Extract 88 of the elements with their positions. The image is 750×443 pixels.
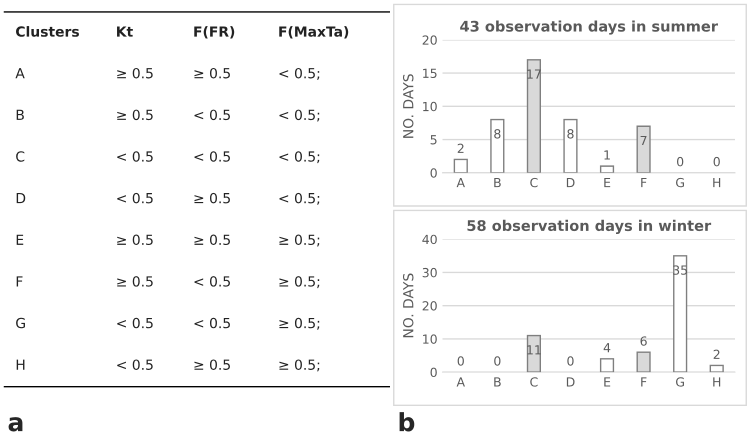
x-tick-label: C: [530, 377, 538, 387]
data-label: 0: [677, 156, 684, 166]
y-tick-label: 10: [423, 334, 437, 344]
text: ≥ 0.5: [194, 359, 230, 370]
x-tick-label: E: [604, 377, 610, 386]
data-label: 6: [640, 336, 647, 346]
text: < 0.5: [117, 151, 153, 162]
text: < 0.5;: [279, 110, 320, 122]
x-tick-label: E: [604, 178, 610, 188]
y-tick-label: 30: [422, 268, 437, 278]
text: Kt: [117, 26, 133, 37]
data-label: 7: [640, 136, 646, 146]
y-tick-label: 0: [430, 168, 437, 178]
x-tick-label: A: [456, 377, 465, 386]
text: < 0.5;: [279, 68, 320, 80]
text: A: [15, 68, 25, 78]
text: < 0.5: [117, 318, 153, 328]
text: C: [16, 151, 24, 162]
text: ≥ 0.5;: [279, 276, 320, 288]
y-tick-label: 20: [422, 301, 437, 311]
text: a: [8, 417, 22, 432]
y-tick-label: 15: [423, 68, 437, 78]
x-tick-label: H: [713, 178, 720, 188]
data-label: 2: [458, 144, 464, 153]
text: H: [16, 360, 24, 370]
data-label: 2: [714, 350, 720, 359]
text: b: [400, 412, 414, 432]
bar: [600, 165, 614, 173]
data-label: 0: [714, 156, 720, 166]
text: < 0.5;: [279, 151, 320, 164]
x-tick-label: C: [530, 178, 538, 188]
x-tick-label: D: [566, 178, 575, 188]
text: ≥ 0.5;: [279, 318, 320, 330]
text: ≥ 0.5: [117, 110, 153, 120]
text: < 0.5;: [279, 192, 320, 205]
y-tick-label: 0: [430, 368, 437, 378]
data-label: 4: [604, 343, 610, 352]
text: ≥ 0.5;: [279, 359, 320, 372]
x-tick-label: B: [494, 178, 501, 188]
text: < 0.5: [194, 110, 230, 120]
bar: [600, 358, 614, 372]
x-tick-label: D: [566, 377, 575, 386]
data-label: 0: [494, 356, 500, 366]
bar: [710, 364, 724, 372]
text: ≥ 0.5: [194, 192, 230, 204]
x-tick-label: F: [641, 178, 646, 188]
text: < 0.5: [194, 276, 230, 287]
y-tick-label: 10: [423, 102, 437, 112]
y-axis-title: NO. DAYS: [402, 274, 414, 338]
bar: [563, 118, 578, 173]
data-label: 0: [458, 356, 464, 366]
y-tick-label: 20: [422, 35, 437, 45]
text: F(FR): [194, 26, 234, 38]
text: B: [16, 110, 24, 120]
data-label: 1: [604, 150, 610, 160]
y-tick-label: 5: [430, 135, 437, 144]
text: ≥ 0.5;: [279, 234, 320, 246]
data-label: 0: [567, 356, 574, 366]
text: < 0.5: [117, 359, 153, 370]
text: < 0.5: [117, 192, 153, 204]
data-label: 8: [494, 129, 500, 139]
data-label: 8: [567, 129, 574, 139]
text: Clusters: [16, 26, 79, 37]
text: ≥ 0.5: [117, 276, 153, 287]
x-tick-label: B: [494, 377, 501, 386]
text: ≥ 0.5: [117, 68, 153, 78]
y-tick-label: 40: [422, 234, 437, 244]
x-tick-label: F: [641, 377, 646, 386]
chart-title: 43 observation days in summer: [460, 20, 718, 35]
text: ≥ 0.5: [194, 234, 230, 246]
text: D: [16, 193, 26, 204]
text: < 0.5: [194, 318, 230, 328]
text: F: [16, 276, 23, 286]
bar: [673, 255, 688, 372]
text: E: [16, 234, 24, 245]
chart-title: 58 observation days in winter: [467, 220, 712, 234]
x-tick-label: A: [456, 178, 465, 188]
x-tick-label: G: [676, 377, 684, 387]
x-tick-label: H: [713, 377, 720, 386]
text: F(MaxTa): [279, 26, 348, 38]
bar: [454, 158, 468, 173]
text: ≥ 0.5: [117, 234, 153, 246]
bar: [490, 118, 504, 173]
text: G: [16, 318, 25, 328]
x-tick-label: G: [676, 178, 684, 188]
text: ≥ 0.5: [194, 68, 230, 78]
y-axis-title: NO. DAYS: [402, 74, 414, 138]
text: < 0.5: [194, 151, 230, 162]
